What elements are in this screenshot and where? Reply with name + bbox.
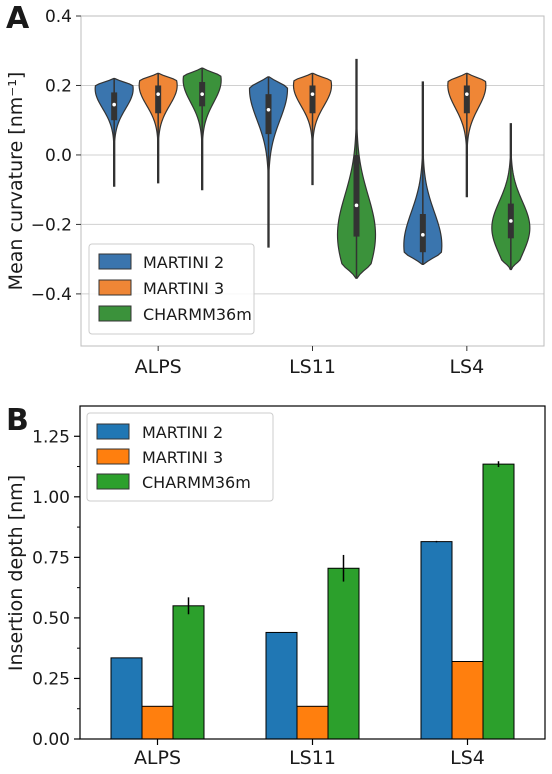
panel-a-y-tick-label: 0.4 [45, 7, 72, 27]
panel-a-violin-chart: A −0.4 −0.2 0.0 0.2 0.4 ALPS LS11 LS4 Mean cur… [5, 1, 545, 378]
violin-median [509, 219, 513, 223]
violin-median [200, 92, 204, 96]
violin-median [310, 92, 315, 96]
panel-b-y-tick-label: 0.25 [32, 669, 70, 689]
panel-a-y-tick-label: −0.4 [31, 285, 72, 305]
panel-b-bar-chart: B 0.00 0.25 0.50 0.75 1.00 1.25 ALPS LS11 LS4 I… [5, 403, 546, 769]
violin-median [266, 107, 271, 112]
panel-b-legend-label: CHARMM36m [142, 473, 251, 492]
panel-a-legend-swatch [98, 279, 132, 296]
panel-b-y-axis-label: Insertion depth [nm] [5, 475, 27, 671]
panel-a-x-tick-label: LS11 [289, 356, 336, 378]
violin-iqr-box [155, 85, 162, 114]
panel-a-legend: MARTINI 2 MARTINI 3 CHARMM36m [88, 243, 255, 335]
violin [403, 81, 443, 265]
panel-b-y-tick-label: 0.50 [32, 609, 70, 629]
panel-a-y-ticks: −0.4 −0.2 0.0 0.2 0.4 [31, 7, 81, 305]
violin [182, 67, 222, 191]
panel-a-y-axis-label: Mean curvature [nm⁻¹] [5, 72, 27, 291]
bar [265, 631, 298, 740]
panel-b-legend: MARTINI 2 MARTINI 3 CHARMM36m [86, 412, 274, 502]
bar [451, 661, 484, 740]
bar [482, 463, 515, 740]
bar [420, 541, 453, 740]
panel-a-legend-label: CHARMM36m [143, 305, 252, 324]
violin-median [354, 203, 359, 208]
violin-median [156, 92, 160, 96]
violin-iqr-box [353, 154, 360, 237]
panel-b-y-ticks: 0.00 0.25 0.50 0.75 1.00 1.25 [32, 427, 80, 750]
violin [336, 58, 377, 279]
panel-a-x-ticks: ALPS LS11 LS4 [135, 346, 484, 378]
bar [110, 657, 143, 740]
panel-b-y-tick-label: 1.25 [32, 427, 70, 447]
panel-b-legend-swatch [96, 448, 130, 465]
bar [327, 567, 360, 740]
panel-b-legend-box [86, 412, 274, 502]
panel-a-legend-swatch [98, 253, 132, 270]
bar [172, 605, 205, 740]
panel-b-legend-swatch [96, 473, 130, 490]
bar [141, 705, 174, 740]
panel-b-x-ticks: ALPS LS11 LS4 [134, 739, 485, 769]
violin-median [465, 92, 469, 96]
violin [248, 76, 289, 248]
violin-median [421, 233, 425, 237]
panel-b-x-tick-label: ALPS [134, 747, 181, 769]
panel-b-error-bars [187, 461, 500, 615]
panel-a-x-tick-label: ALPS [135, 356, 182, 378]
violin-median [112, 102, 116, 107]
panel-a-y-tick-label: 0.2 [45, 76, 72, 96]
violin-iqr-box [463, 85, 470, 114]
violin-iqr-box [309, 85, 316, 114]
panel-b-legend-label: MARTINI 3 [142, 448, 223, 467]
panel-b-y-tick-label: 0.00 [32, 730, 70, 750]
panel-a-y-tick-label: 0.0 [45, 146, 72, 166]
panel-a-label: A [6, 1, 30, 36]
panel-a-legend-label: MARTINI 3 [143, 279, 224, 298]
panel-b-x-tick-label: LS4 [450, 747, 485, 769]
panel-b-bars [110, 463, 515, 740]
panel-a-legend-label: MARTINI 2 [143, 253, 224, 272]
panel-b-label: B [6, 403, 29, 438]
violin-iqr-box [265, 94, 272, 135]
bar [296, 705, 329, 740]
panel-b-y-tick-label: 0.75 [32, 548, 70, 568]
violin [292, 72, 333, 186]
panel-a-x-tick-label: LS4 [449, 356, 484, 378]
panel-a-violins [94, 58, 531, 279]
violin [447, 72, 487, 198]
panel-a-legend-swatch [98, 305, 132, 322]
panel-b-y-tick-label: 1.00 [32, 488, 70, 508]
panel-b-legend-swatch [96, 423, 130, 440]
panel-a-y-tick-label: −0.2 [31, 215, 72, 235]
violin [94, 77, 134, 187]
violin [138, 72, 178, 184]
panel-b-x-tick-label: LS11 [289, 747, 336, 769]
panel-b-legend-label: MARTINI 2 [142, 423, 223, 442]
violin [491, 123, 531, 271]
